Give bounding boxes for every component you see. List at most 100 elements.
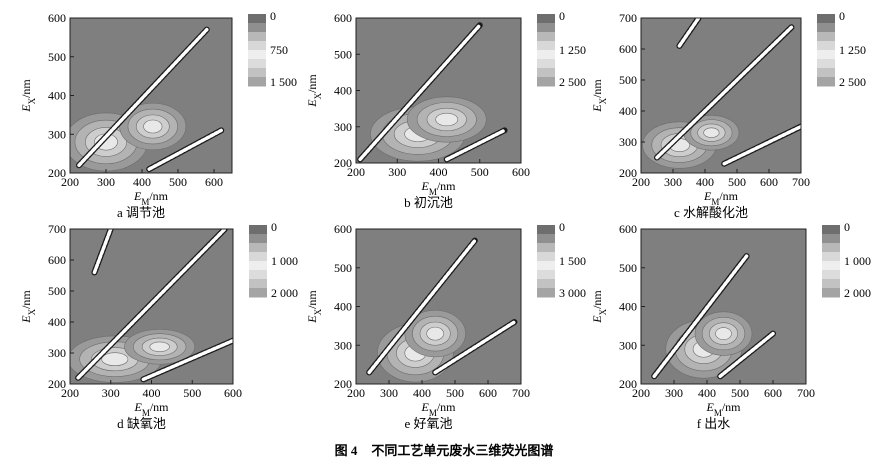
plot-area bbox=[366, 237, 518, 383]
x-tick-label: 300 bbox=[388, 165, 406, 179]
colorbar-segment bbox=[537, 270, 555, 280]
y-tick-label: 500 bbox=[48, 284, 66, 298]
scatter-band bbox=[652, 254, 749, 378]
y-tick-label: 200 bbox=[619, 166, 637, 180]
scatter-band bbox=[76, 229, 227, 380]
figure-caption-title: 不同工艺单元废水三维荧光图谱 bbox=[371, 443, 553, 458]
colorbar-segment bbox=[249, 261, 267, 271]
colorbar-segment bbox=[249, 225, 267, 235]
x-tick-label: 300 bbox=[102, 386, 120, 400]
colorbar-segment bbox=[537, 288, 555, 298]
x-tick-label: 200 bbox=[61, 386, 79, 400]
x-tick-label: 400 bbox=[413, 386, 431, 400]
scatter-band bbox=[445, 128, 507, 162]
colorbar-tick-label: 1 000 bbox=[844, 254, 871, 268]
colorbar-segment bbox=[537, 23, 555, 33]
scatter-band bbox=[718, 331, 775, 378]
x-tick-label: 200 bbox=[632, 175, 650, 189]
colorbar-tick-label: 0 bbox=[270, 9, 276, 23]
colorbar-segment bbox=[537, 279, 555, 289]
x-tick-label: 200 bbox=[347, 165, 365, 179]
y-tick-label: 300 bbox=[619, 338, 637, 352]
x-tick-label: 600 bbox=[479, 386, 497, 400]
colorbar-segment bbox=[817, 68, 835, 78]
colorbar-segment bbox=[822, 261, 840, 271]
colorbar-segment bbox=[817, 59, 835, 69]
colorbar-segment bbox=[537, 234, 555, 244]
colorbar-segment bbox=[248, 14, 266, 24]
panel-caption: a 调节池 bbox=[117, 205, 165, 220]
x-tick-label: 200 bbox=[632, 386, 650, 400]
x-tick-label: 700 bbox=[792, 175, 810, 189]
y-axis-label: EX/nm bbox=[305, 74, 323, 108]
panel-caption: e 好氧池 bbox=[404, 416, 452, 431]
colorbar-tick-label: 1 500 bbox=[559, 254, 586, 268]
y-tick-label: 200 bbox=[334, 156, 352, 170]
eem-panel: 200 300 400 500 600 200 300 400 500 600 700 EM/nm EX… bbox=[19, 220, 298, 431]
y-tick-label: 300 bbox=[48, 127, 66, 141]
x-tick-label: 400 bbox=[696, 175, 714, 189]
y-tick-label: 300 bbox=[334, 338, 352, 352]
x-axis-label: EM/nm bbox=[133, 400, 169, 418]
eem-panel: 200 300 400 500 600 700 200 300 400 500 600 EM/nm EX… bbox=[590, 220, 871, 431]
y-tick-label: 200 bbox=[334, 377, 352, 391]
x-tick-label: 500 bbox=[728, 175, 746, 189]
colorbar-segment bbox=[248, 68, 266, 78]
colorbar-segment bbox=[249, 288, 267, 298]
colorbar-tick-label: 2 500 bbox=[559, 75, 586, 89]
y-tick-label: 500 bbox=[48, 50, 66, 64]
colorbar-segment bbox=[817, 32, 835, 42]
y-tick-label: 600 bbox=[334, 222, 352, 236]
plot-area bbox=[357, 22, 508, 163]
x-axis-label: EM/nm bbox=[705, 400, 741, 418]
y-tick-label: 200 bbox=[619, 377, 637, 391]
colorbar-segment bbox=[249, 279, 267, 289]
y-tick-label: 500 bbox=[334, 261, 352, 275]
y-axis-label: EX/nm bbox=[305, 290, 323, 324]
contour-level bbox=[426, 326, 445, 341]
y-tick-label: 400 bbox=[334, 300, 352, 314]
scatter-band bbox=[77, 27, 209, 167]
x-tick-label: 500 bbox=[731, 386, 749, 400]
y-tick-label: 700 bbox=[619, 11, 637, 25]
y-tick-label: 200 bbox=[48, 377, 66, 391]
colorbar-segment bbox=[822, 225, 840, 235]
y-axis-label: EX/nm bbox=[19, 79, 37, 113]
x-tick-label: 200 bbox=[347, 386, 365, 400]
plot-area bbox=[70, 26, 225, 173]
colorbar-tick-label: 1 250 bbox=[839, 43, 866, 57]
contour-level bbox=[435, 112, 459, 127]
scatter-band bbox=[92, 229, 113, 275]
colorbar-segment bbox=[248, 32, 266, 42]
colorbar-segment bbox=[537, 252, 555, 262]
eem-panel: 200 300 400 500 600 200 300 400 500 600 EM/nm EX/nm… bbox=[305, 9, 586, 210]
x-tick-label: 400 bbox=[143, 386, 161, 400]
colorbar-segment bbox=[248, 41, 266, 51]
x-tick-label: 300 bbox=[97, 175, 115, 189]
x-tick-label: 600 bbox=[760, 175, 778, 189]
colorbar-segment bbox=[817, 41, 835, 51]
colorbar-segment bbox=[817, 50, 835, 60]
contour-level bbox=[143, 119, 163, 134]
scatter-band bbox=[367, 238, 477, 375]
colorbar-segment bbox=[537, 225, 555, 235]
colorbar-segment bbox=[822, 252, 840, 262]
scatter-band bbox=[141, 338, 233, 382]
colorbar-segment bbox=[537, 32, 555, 42]
y-tick-label: 500 bbox=[619, 73, 637, 87]
y-axis-label: EX/nm bbox=[19, 290, 37, 324]
colorbar-segment bbox=[817, 77, 835, 87]
colorbar-tick-label: 2 000 bbox=[271, 286, 298, 300]
colorbar-tick-label: 1 500 bbox=[270, 75, 297, 89]
colorbar-tick-label: 0 bbox=[559, 9, 565, 23]
x-axis-label: EM/nm bbox=[420, 400, 456, 418]
colorbar-tick-label: 0 bbox=[559, 220, 565, 234]
colorbar-segment bbox=[248, 23, 266, 33]
colorbar-tick-label: 750 bbox=[270, 43, 288, 57]
colorbar-segment bbox=[817, 23, 835, 33]
colorbar-segment bbox=[537, 77, 555, 87]
y-tick-label: 300 bbox=[619, 135, 637, 149]
colorbar-tick-label: 0 bbox=[844, 220, 850, 234]
y-tick-label: 200 bbox=[48, 166, 66, 180]
